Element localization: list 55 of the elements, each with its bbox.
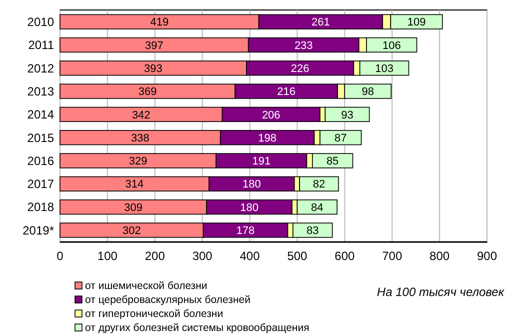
data-label: 216 bbox=[277, 86, 296, 98]
data-label: 82 bbox=[312, 178, 326, 191]
data-label: 98 bbox=[362, 86, 374, 98]
data-label: 233 bbox=[294, 40, 313, 52]
data-label: 83 bbox=[306, 225, 319, 238]
y-tick-label: 2017 bbox=[27, 177, 54, 192]
data-label: 226 bbox=[290, 62, 310, 75]
y-tick-label: 2013 bbox=[27, 84, 54, 98]
data-label: 180 bbox=[240, 202, 258, 214]
x-tick-label: 800 bbox=[430, 249, 450, 263]
data-label: 302 bbox=[122, 225, 141, 238]
data-label: 329 bbox=[128, 156, 148, 168]
data-label: 109 bbox=[407, 16, 426, 29]
data-label: 85 bbox=[326, 156, 339, 168]
x-tick-label: 200 bbox=[144, 249, 166, 263]
data-label: 393 bbox=[144, 62, 162, 75]
data-label: 178 bbox=[236, 225, 255, 238]
data-label: 419 bbox=[150, 16, 169, 29]
legend-label: от цереброваскулярных болезней bbox=[85, 294, 251, 306]
x-tick-label: 500 bbox=[287, 249, 308, 263]
y-tick-label: 2018 bbox=[27, 200, 54, 214]
y-tick-label: 2016 bbox=[27, 154, 54, 168]
data-label: 206 bbox=[262, 109, 280, 122]
x-tick-label: 100 bbox=[97, 249, 118, 263]
data-label: 261 bbox=[312, 16, 330, 29]
data-label: 106 bbox=[382, 40, 401, 52]
y-tick-label: 2014 bbox=[27, 108, 54, 122]
legend-label: от ишемической болезни bbox=[85, 280, 208, 292]
x-tick-label: 0 bbox=[56, 249, 64, 263]
y-tick-label: 2012 bbox=[27, 61, 54, 76]
text: На 100 тысяч человек bbox=[376, 285, 506, 300]
data-label: 103 bbox=[375, 62, 394, 75]
data-label: 180 bbox=[242, 178, 261, 191]
y-tick-label: 2015 bbox=[27, 130, 54, 145]
data-label: 87 bbox=[334, 132, 347, 144]
legend-label: от других болезней системы кровообращения bbox=[85, 322, 310, 334]
data-label: 198 bbox=[258, 132, 277, 144]
y-tick-label: 2010 bbox=[27, 15, 54, 30]
data-label: 342 bbox=[132, 109, 150, 122]
y-tick-label: 2019* bbox=[22, 223, 54, 238]
data-label: 369 bbox=[138, 86, 157, 98]
data-label: 93 bbox=[341, 109, 354, 122]
data-label: 191 bbox=[252, 156, 271, 168]
data-label: 84 bbox=[311, 202, 324, 214]
data-label: 314 bbox=[125, 178, 144, 191]
x-tick-label: 300 bbox=[192, 249, 213, 263]
data-label: 338 bbox=[131, 132, 150, 144]
y-tick-label: 2011 bbox=[28, 38, 54, 52]
data-label: 397 bbox=[145, 40, 164, 52]
data-label: 309 bbox=[124, 202, 142, 214]
x-tick-label: 400 bbox=[240, 249, 260, 263]
x-tick-label: 700 bbox=[382, 249, 402, 263]
x-tick-label: 600 bbox=[334, 249, 355, 263]
legend-label: от гипертонической болезни bbox=[85, 308, 224, 320]
x-tick-label: 900 bbox=[476, 249, 498, 263]
